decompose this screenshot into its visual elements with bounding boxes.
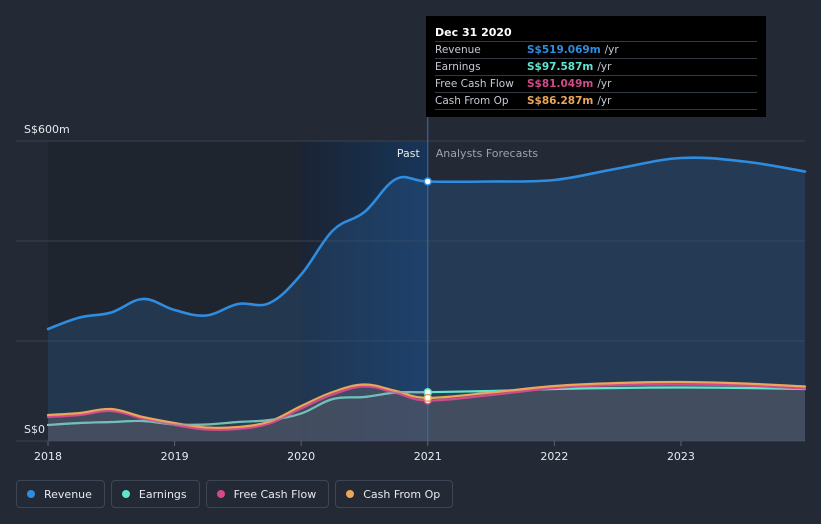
- series-area-cash-from-op: [48, 381, 805, 441]
- legend-label: Cash From Op: [363, 487, 441, 501]
- tooltip-value: S$81.049m: [527, 78, 594, 90]
- legend-label: Free Cash Flow: [233, 487, 317, 501]
- tooltip-date: Dec 31 2020: [435, 24, 757, 42]
- x-tick-label: 2019: [161, 450, 189, 463]
- tooltip-unit: /yr: [604, 44, 619, 56]
- tooltip-row-earnings: Earnings S$97.587m /yr: [435, 59, 757, 76]
- series-line-free-cash-flow: [46, 383, 807, 432]
- tooltip-label: Free Cash Flow: [435, 78, 514, 90]
- x-tick-label: 2022: [540, 450, 568, 463]
- legend-item-cash-from-op[interactable]: Cash From Op: [335, 480, 454, 508]
- y-tick-label: S$0: [24, 423, 45, 436]
- tooltip-unit: /yr: [597, 61, 612, 73]
- legend-label: Earnings: [138, 487, 187, 501]
- legend-dot-icon: [27, 490, 35, 498]
- tooltip-row-cash-from-op: Cash From Op S$86.287m /yr: [435, 93, 757, 110]
- tooltip-row-revenue: Revenue S$519.069m /yr: [435, 42, 757, 59]
- legend-label: Revenue: [44, 487, 92, 501]
- x-tick-label: 2020: [287, 450, 315, 463]
- tooltip-label: Earnings: [435, 61, 481, 73]
- tooltip-unit: /yr: [597, 78, 612, 90]
- legend-item-revenue[interactable]: Revenue: [16, 480, 105, 508]
- tooltip-value: S$86.287m: [527, 95, 594, 107]
- forecast-label: Analysts Forecasts: [436, 147, 539, 160]
- legend-item-earnings[interactable]: Earnings: [110, 480, 200, 508]
- legend-dot-icon: [121, 490, 130, 498]
- tooltip-value: S$519.069m: [527, 44, 601, 56]
- past-label: Past: [397, 147, 421, 160]
- series-area-free-cash-flow: [48, 384, 805, 441]
- chart-legend: Revenue Earnings Free Cash Flow Cash Fro…: [16, 480, 454, 508]
- x-tick-label: 2021: [414, 450, 442, 463]
- series-area-revenue: [48, 157, 805, 441]
- x-tick-label: 2023: [667, 450, 695, 463]
- series-line-earnings-past: [47, 391, 428, 426]
- legend-item-free-cash-flow[interactable]: Free Cash Flow: [205, 480, 330, 508]
- series-line-cash-from-op: [46, 380, 807, 430]
- legend-dot-icon: [216, 490, 225, 498]
- series-line-revenue: [46, 156, 807, 331]
- series-marker-revenue: [423, 177, 433, 186]
- tooltip-row-free-cash-flow: Free Cash Flow S$81.049m /yr: [435, 76, 757, 93]
- tooltip-value: S$97.587m: [527, 61, 594, 73]
- past-region-highlight: [301, 141, 428, 441]
- series-marker-cash-from-op: [423, 393, 433, 403]
- tooltip-label: Cash From Op: [435, 95, 509, 107]
- x-tick-label: 2018: [34, 450, 62, 463]
- tooltip-unit: /yr: [597, 95, 612, 107]
- y-tick-label: S$600m: [24, 123, 70, 136]
- chart-tooltip: Dec 31 2020 Revenue S$519.069m /yr Earni…: [426, 16, 766, 117]
- legend-dot-icon: [346, 490, 355, 498]
- past-region-shade: [48, 141, 302, 441]
- tooltip-label: Revenue: [435, 44, 481, 56]
